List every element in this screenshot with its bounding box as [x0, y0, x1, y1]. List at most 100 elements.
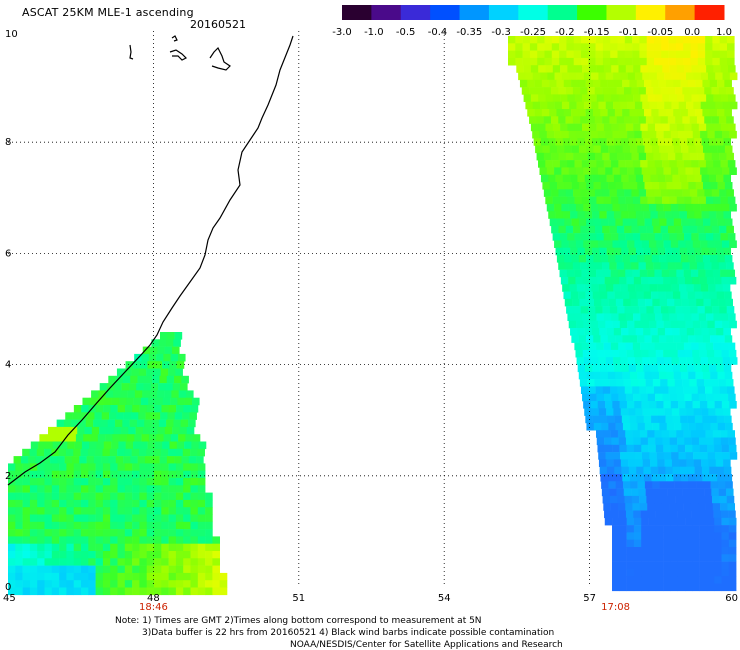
swath-cell	[696, 481, 704, 489]
swath-cell	[721, 525, 730, 533]
swath-cell	[608, 255, 616, 263]
swath-cell	[37, 514, 45, 523]
swath-cell	[611, 313, 619, 321]
swath-cell	[700, 284, 709, 292]
swath-cell	[676, 269, 684, 278]
swath-cell	[613, 328, 622, 336]
swath-cell	[638, 379, 646, 387]
swath-cell	[715, 101, 723, 110]
swath-cell	[686, 459, 695, 467]
swath-cell	[581, 269, 590, 278]
swath-cell	[619, 203, 628, 212]
swath-cell	[582, 123, 590, 132]
swath-cell	[558, 116, 566, 124]
swath-cell	[621, 364, 630, 373]
swath-cell	[710, 182, 718, 190]
swath-cell	[117, 448, 125, 457]
swath-cell	[108, 375, 116, 384]
swath-cell	[627, 320, 635, 329]
swath-cell	[668, 36, 677, 44]
swath-cell	[139, 543, 147, 552]
swath-cell	[641, 539, 649, 548]
swath-cell	[602, 189, 610, 197]
swath-cell	[641, 532, 649, 540]
swath-cell	[713, 393, 722, 402]
swath-cell	[130, 412, 139, 420]
swath-cell	[125, 441, 134, 450]
swath-cell	[687, 364, 695, 373]
swath-cell	[81, 499, 89, 508]
swath-cell	[663, 583, 671, 592]
map-date: 20160521	[190, 18, 246, 31]
swath-cell	[167, 412, 176, 420]
swath-cell	[687, 291, 696, 300]
swath-cell	[550, 87, 559, 95]
swath-cell	[651, 79, 659, 88]
swath-cell	[102, 551, 111, 559]
swath-cell	[88, 478, 96, 486]
swath-cell	[587, 379, 595, 387]
swath-cell	[558, 262, 566, 270]
swath-cell	[37, 492, 45, 501]
swath-cell	[692, 554, 700, 562]
swath-cell	[630, 145, 638, 154]
swath-cell	[663, 276, 671, 285]
swath-cell	[166, 419, 174, 428]
swath-cell	[48, 426, 56, 435]
colorbar-label: -0.1	[619, 27, 639, 38]
swath-cell	[142, 426, 151, 435]
swath-cell	[685, 517, 693, 526]
swath-cell	[672, 247, 680, 256]
swath-cell	[628, 466, 637, 475]
swath-cell	[656, 72, 665, 81]
swath-cell	[37, 580, 45, 588]
swath-cell	[607, 291, 615, 300]
swath-cell	[577, 211, 586, 219]
swath-cell	[95, 514, 104, 523]
swath-cell	[608, 298, 617, 307]
swath-cell	[729, 452, 738, 460]
swath-cell	[541, 109, 550, 117]
swath-cell	[602, 36, 611, 44]
swath-cell	[717, 371, 726, 380]
swath-cell	[725, 481, 733, 489]
swath-cell	[673, 182, 682, 190]
colorbar-label: -0.4	[428, 27, 448, 38]
swath-cell	[589, 123, 597, 132]
swath-cell	[621, 415, 630, 424]
swath-cell	[205, 572, 213, 581]
swath-cell	[586, 182, 594, 190]
swath-cell	[536, 116, 544, 124]
swath-cell	[8, 543, 16, 552]
swath-cell	[699, 525, 708, 533]
swath-cell	[661, 57, 669, 66]
swath-cell	[603, 269, 611, 278]
swath-cell	[711, 225, 720, 234]
swath-cell	[601, 379, 610, 387]
swath-cell	[596, 123, 605, 132]
swath-cell	[693, 408, 702, 416]
swath-cell	[530, 65, 539, 73]
swath-cell	[705, 342, 714, 351]
swath-cell	[146, 514, 155, 523]
swath-cell	[135, 426, 144, 435]
swath-cell	[605, 72, 614, 81]
swath-cell	[57, 456, 65, 464]
swath-cell	[661, 430, 670, 438]
swath-cell	[148, 353, 157, 362]
swath-cell	[653, 495, 662, 504]
swath-cell	[626, 568, 635, 577]
swath-cell	[145, 412, 154, 420]
swath-cell	[15, 580, 23, 588]
swath-cell	[622, 79, 630, 88]
swath-cell	[168, 565, 177, 574]
swath-cell	[583, 357, 592, 365]
swath-cell	[682, 262, 690, 270]
swath-cell	[646, 495, 654, 504]
swath-cell	[720, 196, 729, 205]
swath-cell	[657, 284, 665, 292]
swath-cell	[89, 397, 98, 406]
swath-cell	[650, 247, 659, 256]
swath-cell	[682, 116, 690, 124]
swath-cell	[642, 101, 650, 110]
